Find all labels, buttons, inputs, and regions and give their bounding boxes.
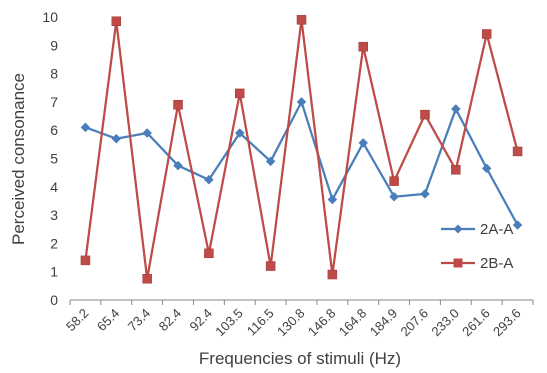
legend-item: 2B-A <box>441 255 513 272</box>
data-point-2A-A <box>481 163 492 174</box>
data-point-2B-A <box>142 274 152 284</box>
legend-marker <box>453 258 463 268</box>
legend-item: 2A-A <box>441 221 513 238</box>
x-tick-label: 146.8 <box>305 306 339 340</box>
data-point-2A-A <box>142 128 153 138</box>
x-tick-label: 116.5 <box>244 306 277 339</box>
y-tick-label: 3 <box>50 207 58 223</box>
data-point-2B-A <box>358 41 368 52</box>
legend-label: 2A-A <box>480 221 513 238</box>
x-tick-label: 65.4 <box>94 306 123 335</box>
x-tick-label: 207.6 <box>397 306 431 340</box>
x-tick-label: 130.8 <box>274 306 308 340</box>
data-point-2A-A <box>173 160 183 171</box>
x-tick-label: 261.6 <box>459 306 493 340</box>
data-point-2A-A <box>327 194 338 205</box>
data-point-2B-A <box>204 248 214 259</box>
data-point-2B-A <box>481 29 492 39</box>
data-point-2A-A <box>420 189 430 199</box>
data-point-2B-A <box>173 99 183 110</box>
y-tick-label: 1 <box>50 264 58 280</box>
x-axis-title: Frequencies of stimuli (Hz) <box>199 349 401 368</box>
x-tick-label: 184.9 <box>367 306 401 340</box>
data-point-2B-A <box>389 176 399 186</box>
x-axis-ticks: 58.2 65.4 73.4 82.4 92.4103.5116.5130.8146.8… <box>63 300 534 340</box>
legend-marker <box>453 224 463 234</box>
data-point-2A-A <box>389 191 399 202</box>
data-point-2A-A <box>358 138 369 148</box>
y-axis-title: Perceived consonance <box>9 73 28 245</box>
x-tick-label: 103.5 <box>212 306 246 340</box>
y-tick-label: 5 <box>50 151 58 167</box>
data-point-2B-A <box>111 16 122 26</box>
y-tick-label: 0 <box>50 292 58 308</box>
y-tick-label: 9 <box>50 37 58 53</box>
y-tick-label: 2 <box>50 235 58 251</box>
data-point-2B-A <box>265 261 276 271</box>
legend-label: 2B-A <box>480 255 513 272</box>
data-point-2B-A <box>235 88 245 99</box>
data-point-2B-A <box>80 255 91 266</box>
data-point-2A-A <box>296 97 307 107</box>
y-tick-label: 7 <box>50 94 58 110</box>
x-tick-label: 58.2 <box>63 306 92 335</box>
data-point-2A-A <box>265 156 276 167</box>
y-tick-label: 6 <box>50 122 58 138</box>
x-tick-label: 92.4 <box>187 306 216 335</box>
data-point-2B-A <box>512 146 523 157</box>
data-point-2B-A <box>327 269 338 280</box>
data-point-2B-A <box>296 15 307 25</box>
x-tick-label: 73.4 <box>125 306 154 335</box>
data-point-2A-A <box>450 104 461 114</box>
y-tick-label: 8 <box>50 66 58 82</box>
x-tick-label: 82.4 <box>156 306 185 335</box>
x-tick-label: 293.6 <box>490 306 524 340</box>
data-point-2A-A <box>204 174 214 185</box>
data-point-2A-A <box>512 220 523 230</box>
data-point-2A-A <box>111 133 122 144</box>
data-point-2B-A <box>420 109 430 120</box>
data-point-2B-A <box>451 165 461 175</box>
series-layer <box>80 15 523 284</box>
y-tick-label: 10 <box>42 9 58 25</box>
x-tick-label: 233.0 <box>428 306 462 340</box>
data-point-2A-A <box>234 128 245 138</box>
y-tick-label: 4 <box>50 179 58 195</box>
x-tick-label: 164.8 <box>336 306 370 340</box>
y-axis-ticks: 0 1 2 3 4 5 6 7 8 9 10 <box>42 9 58 308</box>
legend: 2A-A 2B-A <box>441 221 513 272</box>
data-point-2A-A <box>80 122 91 133</box>
series-line-2B-A <box>84 18 519 280</box>
